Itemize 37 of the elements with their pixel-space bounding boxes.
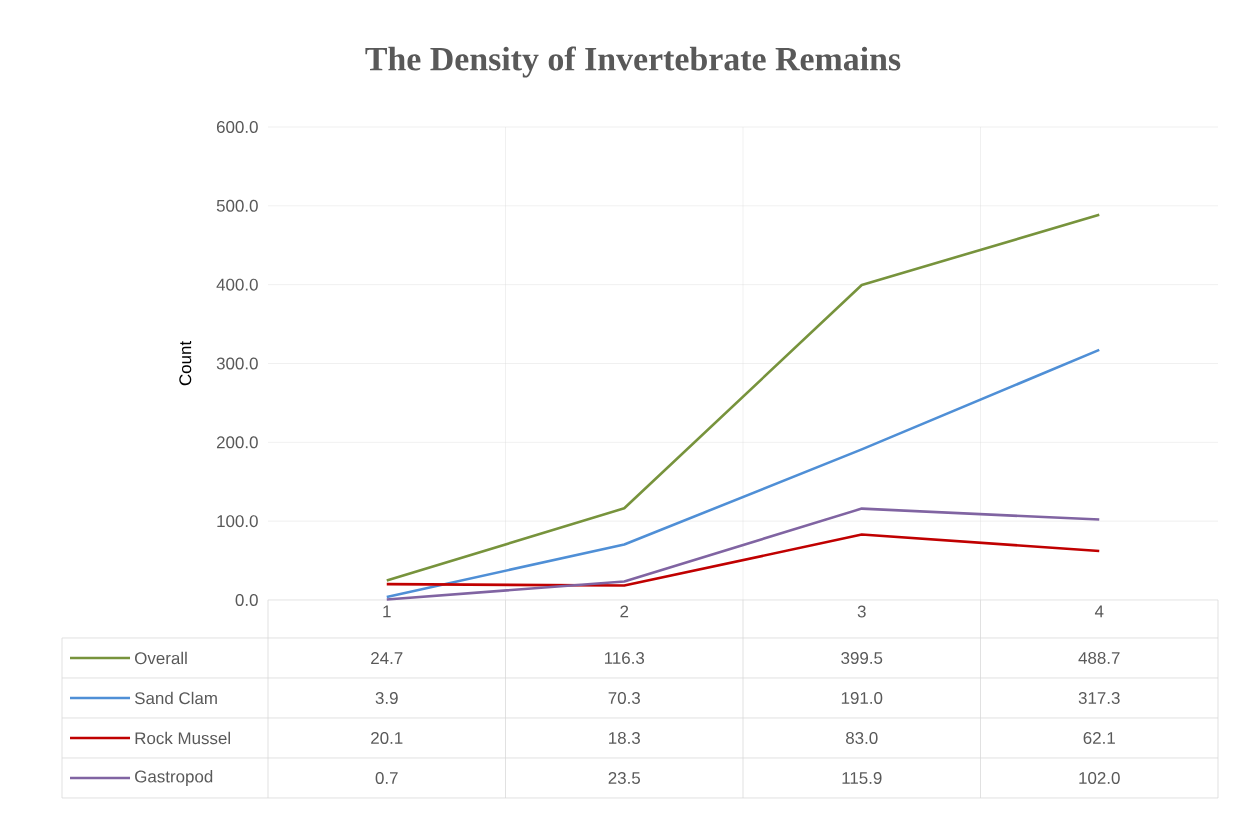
data-label: 488.7 — [1078, 651, 1120, 664]
data-label: 20.1 — [371, 731, 403, 744]
legend-label: Rock Mussel — [135, 731, 230, 745]
data-label: 18.3 — [609, 731, 640, 744]
data-label: 191.0 — [841, 691, 883, 704]
legend-label: Gastropod — [135, 770, 213, 786]
data-label: 62.1 — [1083, 731, 1115, 744]
y-axis-title: Count — [179, 341, 192, 386]
data-label: 115.9 — [842, 771, 882, 784]
y-tick-label: 100.0 — [217, 515, 258, 528]
data-label: 0.7 — [375, 771, 398, 784]
y-tick-label: 200.0 — [216, 436, 258, 449]
y-tick-label: 0.0 — [235, 593, 258, 606]
data-label: 83.0 — [846, 731, 878, 744]
legend-label: Sand Clam — [134, 691, 217, 705]
x-tick-label: 3 — [857, 605, 866, 618]
data-label: 399.5 — [841, 651, 883, 664]
y-tick-label: 600.0 — [216, 120, 258, 133]
data-label: 317.3 — [1078, 691, 1120, 704]
line-series — [385, 348, 1101, 599]
data-label: 102.0 — [1079, 771, 1120, 784]
line-series — [385, 213, 1101, 582]
legend-label: Overall — [135, 651, 187, 665]
line-series — [385, 507, 1101, 601]
y-tick-label: 400.0 — [216, 278, 258, 291]
line-series — [385, 533, 1101, 587]
data-label: 116.3 — [604, 651, 645, 664]
y-tick-label: 500.0 — [216, 199, 258, 212]
data-label: 23.5 — [608, 771, 641, 784]
x-tick-label: 4 — [1094, 605, 1104, 618]
data-label: 70.3 — [608, 691, 640, 704]
x-tick-label: 1 — [383, 605, 391, 618]
data-label: 24.7 — [371, 652, 403, 664]
y-tick-label: 300.0 — [216, 357, 258, 370]
data-label: 3.9 — [375, 691, 398, 704]
x-tick-label: 2 — [620, 605, 629, 618]
chart-title: The Density of Invertebrate Remains — [365, 46, 901, 78]
